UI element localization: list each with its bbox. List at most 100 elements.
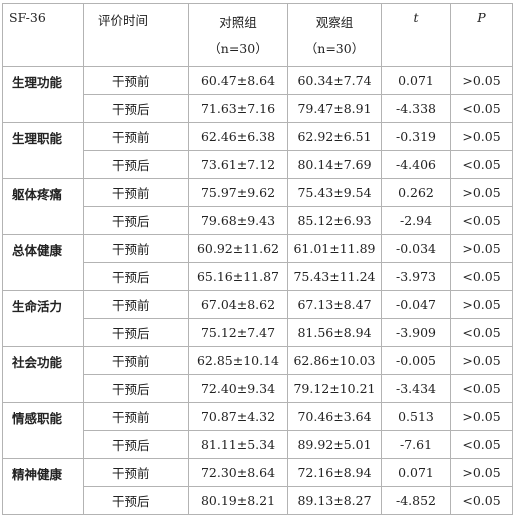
dimension-cell: 社会功能 [2,346,84,403]
p-value-cell: <0.05 [450,206,513,235]
t-value-cell: -0.005 [381,346,451,375]
time-cell: 干预前 [83,346,189,375]
observe-value-cell: 79.12±10.21 [287,374,382,403]
time-cell: 干预前 [83,122,189,151]
table-row: 干预后 80.19±8.21 89.13±8.27 -4.852 <0.05 [3,486,513,515]
control-value-cell: 75.97±9.62 [188,178,288,207]
observe-value-cell: 89.92±5.01 [287,430,382,459]
table-row: 干预后 65.16±11.87 75.43±11.24 -3.973 <0.05 [3,262,513,291]
observe-value-cell: 75.43±11.24 [287,262,382,291]
header-control-group: 对照组 （n=30） [188,3,288,67]
t-value-cell: -2.94 [381,206,451,235]
table-body: 生理功能 干预前 60.47±8.64 60.34±7.74 0.071 >0.05 干预后… [2,66,513,515]
time-cell: 干预后 [83,318,189,347]
observe-value-cell: 80.14±7.69 [287,150,382,179]
table-row: 情感职能 干预前 70.87±4.32 70.46±3.64 0.513 >0.05 [2,402,513,459]
t-value-cell: -0.047 [381,290,451,319]
table-row: 躯体疼痛 干预前 75.97±9.62 75.43±9.54 0.262 >0.05 [2,178,513,235]
control-value-cell: 80.19±8.21 [188,486,288,515]
dimension-cell: 总体健康 [2,234,84,291]
p-value-cell: <0.05 [450,262,513,291]
t-value-cell: -4.852 [381,486,451,515]
control-value-cell: 65.16±11.87 [188,262,288,291]
control-value-cell: 75.12±7.47 [188,318,288,347]
control-value-cell: 81.11±5.34 [188,430,288,459]
t-value-cell: -4.338 [381,94,451,123]
table-row: 干预后 75.12±7.47 81.56±8.94 -3.909 <0.05 [3,318,513,347]
p-value-cell: <0.05 [450,318,513,347]
header-sf36: SF-36 [2,3,84,67]
t-value-cell: -4.406 [381,150,451,179]
p-value-cell: >0.05 [450,402,513,431]
t-value-cell: -3.909 [381,318,451,347]
time-cell: 干预后 [83,374,189,403]
observe-value-cell: 60.34±7.74 [287,66,382,95]
t-value-cell: 0.071 [381,458,451,487]
dimension-cell: 情感职能 [2,402,84,459]
control-value-cell: 62.85±10.14 [188,346,288,375]
header-p: P [450,3,513,67]
header-control-name: 对照组 [219,15,257,30]
header-observe-group: 观察组 （n=30） [287,3,382,67]
table-row: 生理职能 干预前 62.46±6.38 62.92±6.51 -0.319 >0.05 [2,122,513,179]
p-value-cell: <0.05 [450,486,513,515]
table-row: 社会功能 干预前 62.85±10.14 62.86±10.03 -0.005 >0.05 [2,346,513,403]
p-value-cell: >0.05 [450,66,513,95]
t-value-cell: -0.319 [381,122,451,151]
observe-value-cell: 61.01±11.89 [287,234,382,263]
observe-value-cell: 85.12±6.93 [287,206,382,235]
table-row: 干预后 79.68±9.43 85.12±6.93 -2.94 <0.05 [3,206,513,235]
table-row: 生理功能 干预前 60.47±8.64 60.34±7.74 0.071 >0.05 [2,66,513,123]
control-value-cell: 60.47±8.64 [188,66,288,95]
dimension-cell: 躯体疼痛 [2,178,84,235]
time-cell: 干预后 [83,150,189,179]
t-value-cell: -7.61 [381,430,451,459]
header-t: t [381,3,451,67]
table-row: 干预后 71.63±7.16 79.47±8.91 -4.338 <0.05 [3,94,513,123]
control-value-cell: 70.87±4.32 [188,402,288,431]
p-value-cell: <0.05 [450,374,513,403]
observe-value-cell: 79.47±8.91 [287,94,382,123]
control-value-cell: 79.68±9.43 [188,206,288,235]
table-row: 干预后 73.61±7.12 80.14±7.69 -4.406 <0.05 [3,150,513,179]
p-value-cell: >0.05 [450,290,513,319]
p-value-cell: <0.05 [450,430,513,459]
time-cell: 干预前 [83,178,189,207]
p-value-cell: <0.05 [450,150,513,179]
control-value-cell: 67.04±8.62 [188,290,288,319]
dimension-cell: 生理职能 [2,122,84,179]
control-value-cell: 71.63±7.16 [188,94,288,123]
sf36-comparison-table: SF-36 评价时间 对照组 （n=30） 观察组 （n=30） t P 生理功… [2,3,513,515]
control-value-cell: 60.92±11.62 [188,234,288,263]
header-observe-name: 观察组 [315,15,354,30]
time-cell: 干预后 [83,262,189,291]
t-value-cell: 0.513 [381,402,451,431]
control-value-cell: 73.61±7.12 [188,150,288,179]
time-cell: 干预前 [83,234,189,263]
t-value-cell: -0.034 [381,234,451,263]
t-value-cell: -3.973 [381,262,451,291]
table-container: SF-36 评价时间 对照组 （n=30） 观察组 （n=30） t P 生理功… [2,3,513,515]
observe-value-cell: 62.86±10.03 [287,346,382,375]
time-cell: 干预前 [83,66,189,95]
observe-value-cell: 72.16±8.94 [287,458,382,487]
p-value-cell: >0.05 [450,346,513,375]
t-value-cell: 0.262 [381,178,451,207]
control-value-cell: 62.46±6.38 [188,122,288,151]
table-row: 生命活力 干预前 67.04±8.62 67.13±8.47 -0.047 >0.05 [2,290,513,347]
t-value-cell: 0.071 [381,66,451,95]
observe-value-cell: 67.13±8.47 [287,290,382,319]
observe-value-cell: 81.56±8.94 [287,318,382,347]
observe-value-cell: 62.92±6.51 [287,122,382,151]
p-value-cell: >0.05 [450,458,513,487]
p-value-cell: >0.05 [450,122,513,151]
control-value-cell: 72.30±8.64 [188,458,288,487]
time-cell: 干预前 [83,458,189,487]
table-row: 精神健康 干预前 72.30±8.64 72.16±8.94 0.071 >0.05 [2,458,513,515]
header-control-n: （n=30） [208,41,268,56]
dimension-cell: 生理功能 [2,66,84,123]
observe-value-cell: 75.43±9.54 [287,178,382,207]
header-observe-n: （n=30） [304,41,365,56]
p-value-cell: >0.05 [450,178,513,207]
p-value-cell: >0.05 [450,234,513,263]
